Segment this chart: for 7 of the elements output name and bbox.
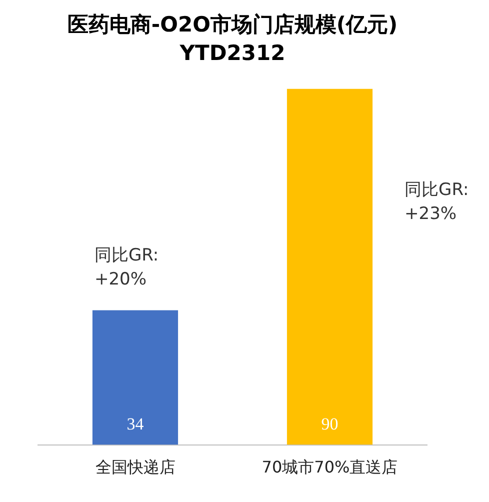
annotation: 同比GR: +20% [94, 246, 159, 290]
x-tick-label: 全国快递店 [95, 458, 176, 477]
annotation: 同比GR: +23% [404, 180, 469, 224]
data-label: 90 [321, 414, 338, 434]
chart-title: 医药电商-O2O市场门店规模(亿元) YTD2312 [67, 12, 398, 65]
x-tick-label: 70城市70%直送店 [262, 458, 398, 477]
data-label: 34 [126, 414, 144, 434]
